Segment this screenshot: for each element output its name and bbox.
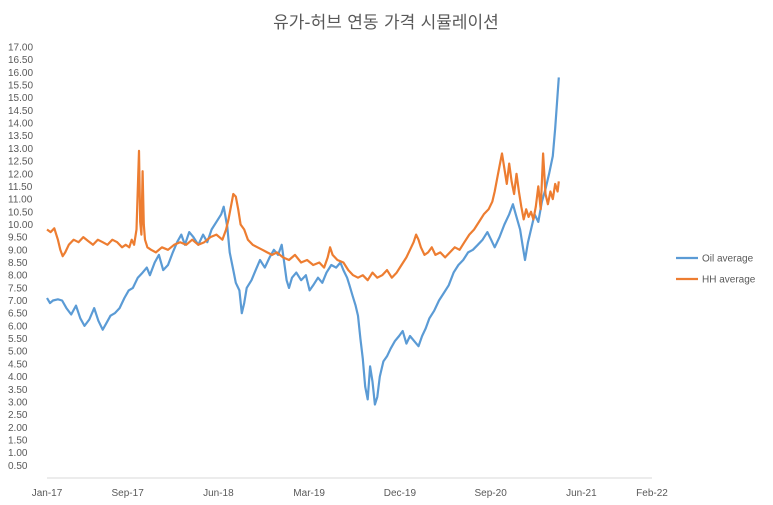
y-tick-label: 10.50 bbox=[8, 207, 33, 218]
x-tick-label: Sep-20 bbox=[475, 488, 508, 499]
y-tick-label: 1.50 bbox=[8, 435, 28, 446]
x-tick-label: Feb-22 bbox=[636, 488, 668, 499]
y-tick-label: 4.50 bbox=[8, 359, 28, 370]
y-tick-label: 9.00 bbox=[8, 245, 28, 256]
x-tick-label: Jan-17 bbox=[32, 488, 63, 499]
y-tick-label: 11.00 bbox=[8, 195, 33, 206]
x-tick-label: Sep-17 bbox=[112, 488, 145, 499]
y-tick-label: 8.00 bbox=[8, 271, 28, 282]
x-tick-label: Jun-18 bbox=[203, 488, 234, 499]
y-tick-label: 2.50 bbox=[8, 410, 28, 421]
y-tick-label: 16.50 bbox=[8, 55, 33, 66]
series-lines bbox=[46, 77, 560, 406]
y-tick-label: 5.50 bbox=[8, 334, 28, 345]
y-tick-label: 6.50 bbox=[8, 309, 28, 320]
y-tick-label: 2.00 bbox=[8, 423, 28, 434]
y-tick-label: 11.50 bbox=[8, 182, 33, 193]
y-tick-label: 16.00 bbox=[8, 68, 33, 79]
legend: Oil average HH average bbox=[676, 254, 756, 286]
chart-title: 유가-허브 연동 가격 시뮬레이션 bbox=[273, 13, 499, 33]
y-tick-label: 4.00 bbox=[8, 372, 28, 383]
legend-label: Oil average bbox=[702, 254, 754, 265]
y-tick-label: 10.00 bbox=[8, 220, 33, 231]
y-tick-label: 14.50 bbox=[8, 106, 33, 117]
y-tick-label: 7.50 bbox=[8, 283, 28, 294]
x-tick-label: Dec-19 bbox=[384, 488, 417, 499]
y-tick-label: 15.00 bbox=[8, 93, 33, 104]
x-axis-ticks: Jan-17 Sep-17 Jun-18 Mar-19 Dec-19 Sep-20 Jun-… bbox=[32, 488, 669, 499]
series-line-oil-average bbox=[46, 77, 560, 406]
y-tick-label: 8.50 bbox=[8, 258, 28, 269]
y-tick-label: 7.00 bbox=[8, 296, 28, 307]
y-tick-label: 17.00 bbox=[8, 43, 33, 54]
x-tick-label: Mar-19 bbox=[293, 488, 325, 499]
y-tick-label: 1.00 bbox=[8, 448, 28, 459]
y-tick-label: 6.00 bbox=[8, 321, 28, 332]
legend-label: HH average bbox=[702, 275, 756, 286]
y-tick-label: 3.50 bbox=[8, 385, 28, 396]
y-tick-label: 5.00 bbox=[8, 347, 28, 358]
y-tick-label: 3.00 bbox=[8, 397, 28, 408]
x-tick-label: Jun-21 bbox=[566, 488, 597, 499]
y-tick-label: 9.50 bbox=[8, 233, 28, 244]
y-tick-label: 12.00 bbox=[8, 169, 33, 180]
y-axis-ticks: 0.50 1.00 1.502.00 2.50 3.003.50 4.00 4.505.00… bbox=[8, 43, 33, 472]
series-line-hh-average bbox=[46, 149, 560, 282]
y-tick-label: 14.00 bbox=[8, 119, 33, 130]
y-tick-label: 13.00 bbox=[8, 144, 33, 155]
y-tick-label: 0.50 bbox=[8, 461, 28, 472]
y-tick-label: 12.50 bbox=[8, 157, 33, 168]
y-tick-label: 15.50 bbox=[8, 81, 33, 92]
y-tick-label: 13.50 bbox=[8, 131, 33, 142]
